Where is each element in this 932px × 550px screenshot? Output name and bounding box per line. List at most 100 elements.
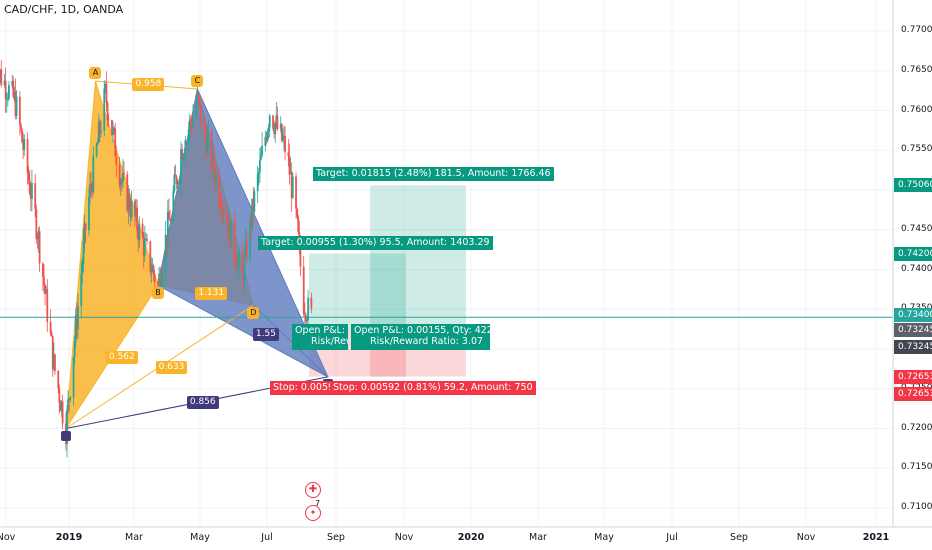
candle-body — [191, 122, 193, 127]
long1-stop-label[interactable]: Stop: 0.00592 — [270, 381, 331, 395]
candle-body — [75, 315, 78, 330]
candle-body — [280, 123, 283, 141]
pattern-point-d[interactable]: D — [247, 307, 260, 320]
candle-body — [15, 96, 18, 116]
candle-body — [283, 135, 285, 138]
candle-body — [3, 80, 6, 86]
candle-body — [256, 173, 259, 192]
candle-body — [153, 273, 156, 282]
candle-body — [307, 297, 309, 321]
long2-open-pnl-label[interactable]: Open P&L: 0.00155, Qty: 42229 Risk/Rewar… — [351, 324, 505, 350]
candle-body — [37, 231, 40, 239]
candle-body — [204, 121, 206, 134]
long2-target-label[interactable]: Target: 0.01815 (2.48%) 181.5, Amount: 1… — [313, 167, 554, 181]
symbol-title[interactable]: CAD/CHF, 1D, OANDA — [4, 3, 124, 16]
candle-body — [214, 170, 216, 184]
candle-body — [123, 172, 125, 175]
candle-body — [115, 155, 118, 165]
candle-body — [145, 238, 147, 240]
price-badge-stop: 0.72653 — [894, 386, 932, 401]
long2-open-pnl: Open P&L: 0.00155, Qty: 42229 — [354, 325, 505, 336]
pattern-ratio-label[interactable]: 0.856 — [186, 395, 219, 409]
candle-body — [229, 215, 232, 247]
flag-event-icon[interactable]: ✦ — [305, 505, 321, 521]
candle-body — [160, 281, 163, 289]
candle-body — [51, 336, 54, 370]
pattern-point-c[interactable]: C — [191, 75, 204, 88]
candle-body — [52, 354, 55, 370]
candle-body — [305, 315, 307, 322]
candle-body — [197, 93, 200, 100]
candle-body — [192, 116, 194, 127]
candle-body — [205, 133, 208, 153]
long1-target-label[interactable]: Target: 0.00955 (1.30%) 95.5, Amount: 14… — [258, 236, 493, 250]
candle-body — [107, 119, 110, 121]
candle-body — [234, 256, 237, 265]
candle-body — [66, 409, 68, 445]
candle-body — [128, 193, 131, 211]
candle-body — [49, 321, 52, 333]
candle-body — [159, 273, 162, 289]
candle-body — [104, 84, 107, 89]
candle-body — [264, 136, 267, 146]
candle-body — [83, 223, 86, 242]
event-count: 7 — [315, 499, 321, 508]
price-badge-neutral2: 0.73245 — [894, 339, 932, 354]
long1-open-pnl-label[interactable]: Open P&L: 0.0 Risk/Rewar — [292, 324, 348, 350]
candle-body — [221, 210, 224, 215]
candle-body — [90, 184, 93, 187]
candle-body — [260, 155, 262, 160]
pattern-endpoint-marker[interactable] — [60, 430, 71, 441]
candle-body — [6, 98, 9, 100]
candle-body — [207, 131, 210, 136]
candle-body — [295, 176, 297, 209]
candle-body — [188, 119, 191, 130]
candle-body — [74, 315, 77, 342]
long2-stop-label[interactable]: Stop: 0.00592 (0.81%) 59.2, Amount: 750 — [330, 381, 536, 395]
long1-rr: Risk/Rewar — [311, 336, 348, 347]
candle-body — [180, 149, 182, 184]
candle-body — [8, 85, 10, 99]
candle-body — [96, 142, 99, 145]
pattern-ratio-label[interactable]: 1.55 — [252, 328, 279, 342]
candle-body — [302, 266, 305, 315]
time-tick-label: Sep — [327, 532, 345, 543]
dividend-event-icon[interactable]: ✚ — [305, 482, 321, 498]
pattern-ratio-label[interactable]: 0.633 — [155, 360, 188, 374]
candle-body — [267, 127, 270, 132]
candle-body — [212, 150, 215, 171]
pattern-ratio-label[interactable]: 1.131 — [195, 287, 228, 301]
candle-body — [169, 218, 171, 221]
pattern-point-b[interactable]: B — [151, 287, 164, 300]
candle-body — [18, 96, 21, 125]
candle-body — [237, 258, 239, 270]
pattern-point-a[interactable]: A — [89, 67, 102, 80]
candle-body — [250, 217, 253, 229]
time-tick-label: Mar — [529, 532, 547, 543]
harmonic-pattern — [65, 80, 329, 429]
pattern-ratio-label[interactable]: 0.958 — [132, 78, 165, 92]
candle-body — [106, 103, 109, 120]
time-tick-label: Jul — [261, 532, 273, 543]
candle-body — [150, 271, 153, 273]
time-tick-label: Jul — [666, 532, 678, 543]
candle-body — [136, 207, 139, 231]
time-tick-label: 2021 — [862, 532, 890, 543]
candle-body — [103, 88, 106, 131]
candle-body — [12, 81, 15, 98]
candle-body — [28, 180, 31, 194]
candle-body — [228, 215, 231, 235]
candle-body — [57, 370, 60, 389]
candle-body — [268, 115, 271, 128]
pattern-ratio-label[interactable]: 0.562 — [105, 350, 138, 364]
candle-body — [54, 354, 56, 371]
candle-body — [166, 211, 169, 245]
candle-body — [172, 191, 175, 221]
candle-body — [226, 214, 228, 223]
candle-body — [203, 121, 205, 123]
candle-body — [31, 183, 33, 199]
time-tick-label: Nov — [394, 532, 414, 543]
